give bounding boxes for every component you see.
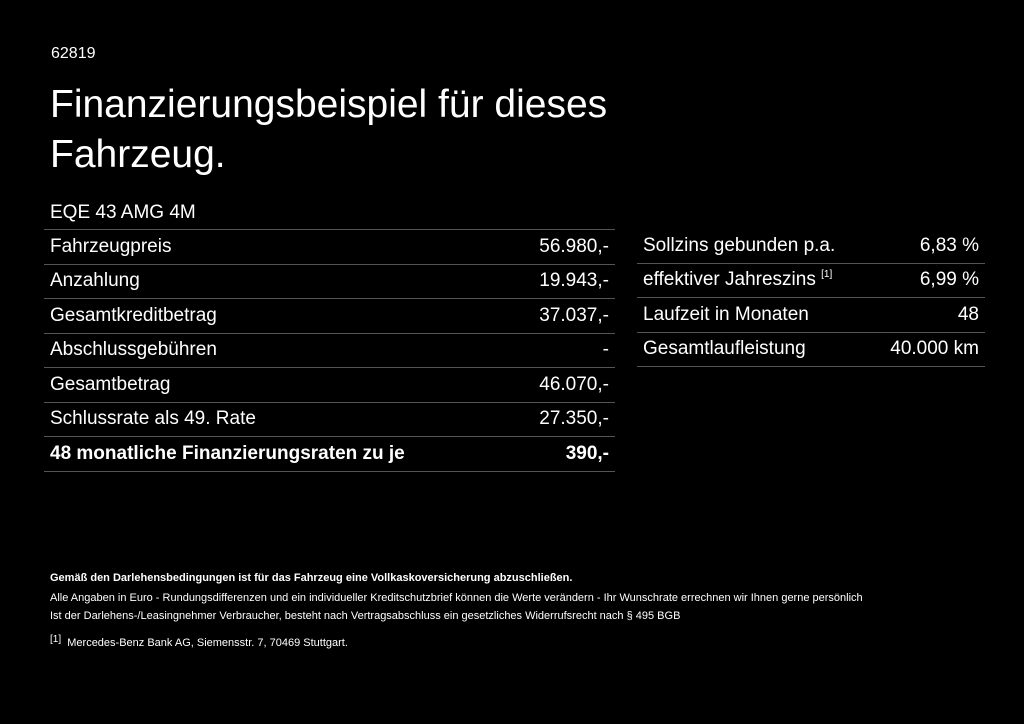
table-row: Abschlussgebühren - — [44, 333, 615, 368]
row-value: 390,- — [510, 436, 615, 472]
rates-table: Sollzins gebunden p.a. 6,83 % effektiver J… — [637, 229, 985, 367]
table-row: Anzahlung 19.943,- — [44, 264, 615, 299]
table-row: Fahrzeugpreis 56.980,- — [44, 229, 615, 265]
table-row: Laufzeit in Monaten 48 — [637, 297, 985, 333]
row-label: Gesamtlaufleistung — [643, 338, 806, 360]
row-value: 46.070,- — [510, 367, 615, 403]
table-row: Gesamtlaufleistung 40.000 km — [637, 332, 985, 367]
row-label-cell: Sollzins gebunden p.a. — [637, 229, 871, 264]
total-row: 48 monatliche Finanzierungsraten zu je 39… — [44, 436, 615, 472]
footnote: [1] Mercedes-Benz Bank AG, Siemensstr. 7… — [50, 634, 348, 649]
table-row: Gesamtbetrag 46.070,- — [44, 367, 615, 403]
footnote-marker: [1] — [50, 634, 62, 645]
table-row: Gesamtkreditbetrag 37.037,- — [44, 298, 615, 334]
row-label: Gesamtkreditbetrag — [44, 298, 511, 334]
note-marker: [1] — [821, 269, 833, 281]
disclaimer: Ist der Darlehens-/Leasingnehmer Verbrau… — [50, 610, 681, 622]
row-label: Sollzins gebunden p.a. — [643, 234, 836, 256]
row-label: Gesamtbetrag — [44, 367, 511, 403]
table-row: Schlussrate als 49. Rate 27.350,- — [44, 402, 615, 437]
row-value: 27.350,- — [510, 402, 615, 437]
row-value: - — [510, 333, 615, 368]
row-value: 6,83 % — [870, 229, 985, 264]
disclaimer: Alle Angaben in Euro - Rundungsdifferenz… — [50, 592, 863, 604]
row-label: Laufzeit in Monaten — [643, 303, 809, 325]
footnote-text: Mercedes-Benz Bank AG, Siemensstr. 7, 70… — [67, 637, 348, 649]
row-label: Fahrzeugpreis — [44, 229, 511, 265]
row-label: Schlussrate als 49. Rate — [44, 402, 511, 437]
model: EQE 43 AMG 4M — [50, 202, 196, 223]
row-value: 37.037,- — [510, 298, 615, 334]
row-label-cell: Gesamtlaufleistung — [637, 332, 871, 367]
title: Finanzierungsbeispiel für dieses Fahrzeu… — [50, 83, 608, 176]
row-label: Anzahlung — [44, 264, 511, 299]
table-row: Sollzins gebunden p.a. 6,83 % — [637, 229, 985, 264]
row-value: 19.943,- — [510, 264, 615, 299]
row-label-cell: Laufzeit in Monaten — [637, 297, 871, 333]
row-value: 56.980,- — [510, 229, 615, 265]
row-label: Abschlussgebühren — [44, 333, 511, 368]
table-row: effektiver Jahreszins [1] 6,99 % — [637, 263, 985, 298]
row-label: 48 monatliche Finanzierungsraten zu je — [44, 436, 511, 472]
vehicle-id: 62819 — [51, 45, 96, 62]
row-value: 40.000 km — [870, 332, 985, 367]
financing-table: Fahrzeugpreis 56.980,- Anzahlung 19.943,- Ge… — [44, 229, 615, 472]
row-value: 6,99 % — [870, 263, 985, 298]
row-label-cell: effektiver Jahreszins [1] — [637, 263, 871, 298]
row-label: effektiver Jahreszins — [643, 269, 816, 291]
row-value: 48 — [870, 297, 985, 333]
notice: Gemäß den Darlehensbedingungen ist für d… — [50, 572, 573, 584]
